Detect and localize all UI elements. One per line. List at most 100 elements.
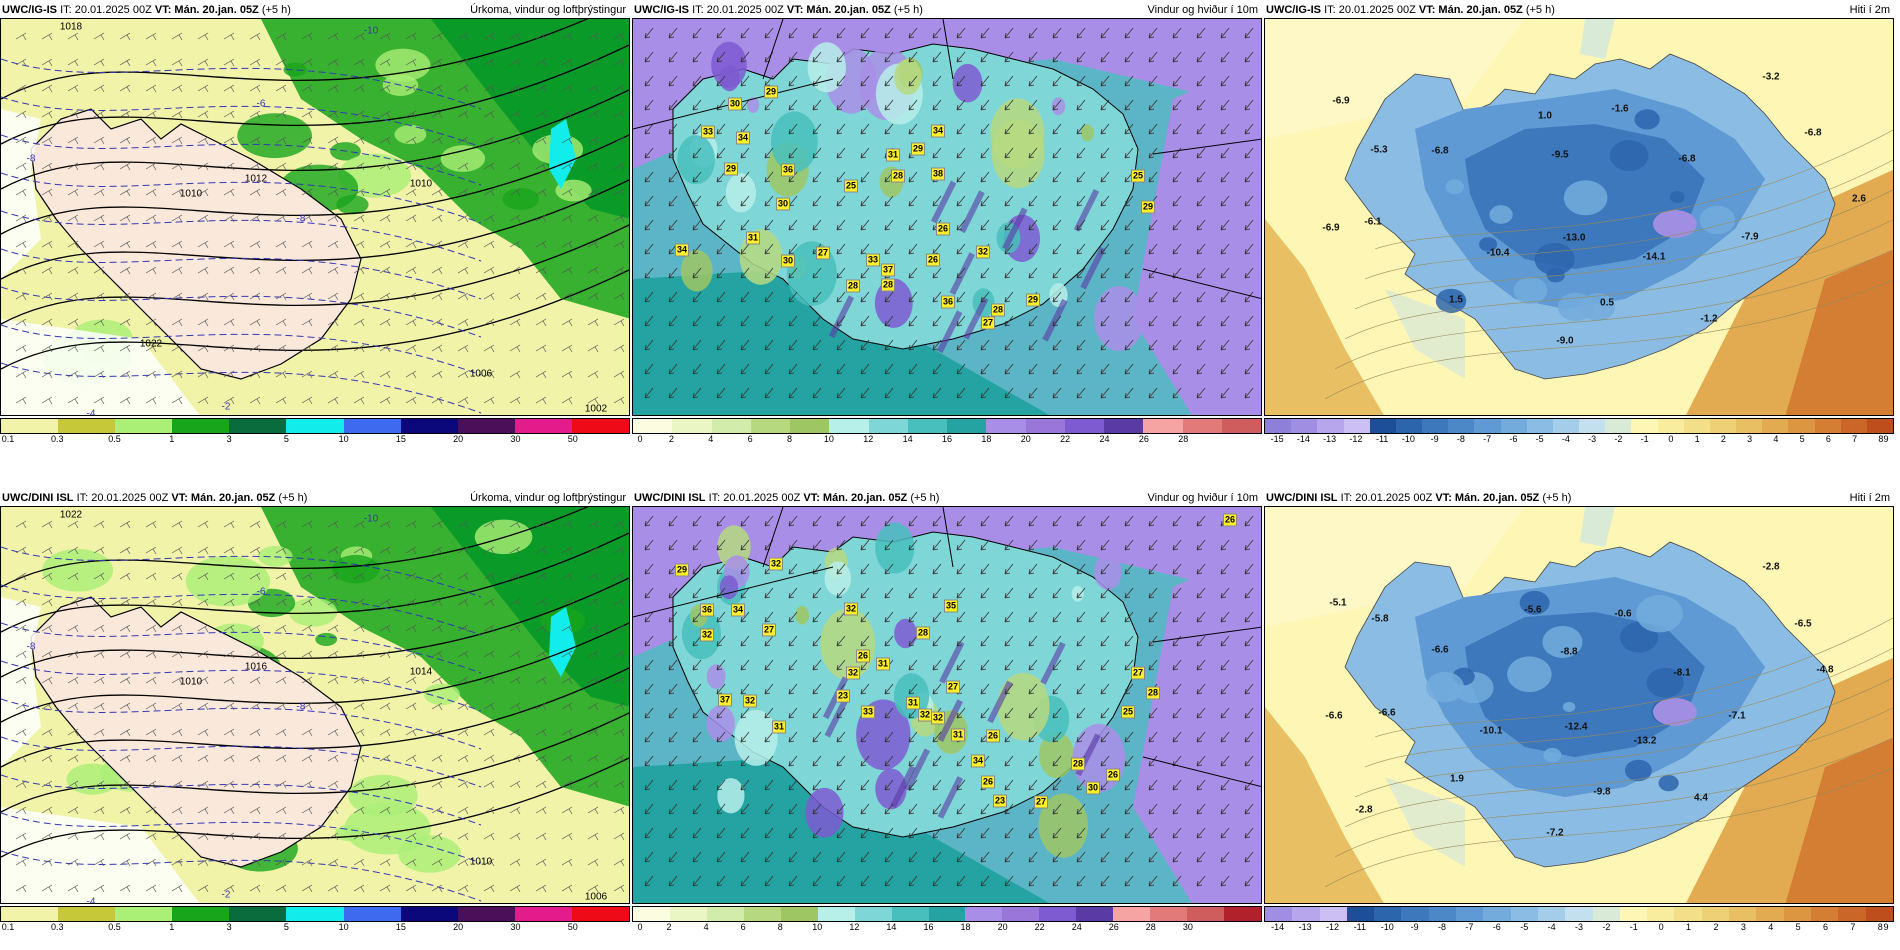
gust-label: 29: [763, 85, 779, 99]
colorbar-tick-label: 3: [1740, 922, 1746, 932]
colorbar-tick-label: 16: [941, 434, 953, 444]
init-time: IT: 20.01.2025 00Z: [708, 492, 801, 504]
colorbar-tick-label: -2: [1614, 434, 1623, 444]
colorbar-tick-label: -12: [1325, 922, 1339, 932]
colorbar-swatch: [1374, 907, 1402, 921]
temp-contour-label: -2: [221, 889, 231, 901]
gust-label: 26: [855, 649, 871, 663]
gust-label: 29: [723, 162, 739, 176]
isobar-label: 1010: [179, 676, 203, 688]
temp-contour-label: -6: [256, 98, 266, 110]
panel-uwcigis-precip: UWC/IG-IS IT: 20.01.2025 00Z VT: Mán. 20…: [0, 0, 630, 460]
colorbar-tick-label: 3: [226, 922, 232, 932]
colorbar-tick-label: 9: [1883, 434, 1889, 444]
colorbar-tick-label: 5: [283, 922, 289, 932]
colorbar-tick-label: 18: [960, 922, 971, 932]
gust-label: 32: [917, 708, 933, 722]
colorbar-swatch: [854, 907, 892, 921]
colorbar-swatch: [706, 907, 744, 921]
gust-label: 28: [845, 279, 861, 293]
colorbar-tick-label: -7: [1483, 434, 1492, 444]
temp-label: -8.1: [1673, 667, 1691, 679]
map-area[interactable]: 1022 1010 1016 1014 1006 1010 -10 -8 -8 -6 -4 -2: [0, 506, 630, 904]
model-source: UWC/DINI ISL: [1266, 492, 1338, 504]
gust-label: 33: [860, 705, 876, 719]
isobar-label: 1022: [139, 338, 163, 350]
map-area[interactable]: -2.8 -5.1 -5.6 -0.6 -6.5 -5.8 -6.6 -8.8 -4.8 -8.1…: [1264, 506, 1894, 904]
colorbar-swatch: [1187, 907, 1224, 921]
colorbar-swatch: [1756, 907, 1784, 921]
gust-label: 32: [699, 628, 715, 642]
valid-time: VT: Mán. 20.jan. 05Z: [803, 492, 908, 504]
gust-label: 31: [771, 720, 787, 734]
gust-label: 28: [880, 278, 896, 292]
colorbar-swatch: [633, 419, 673, 433]
gust-label: 26: [935, 222, 951, 236]
colorbar-tick-label: 6: [1825, 434, 1831, 444]
temp-label: -6.6: [1325, 710, 1343, 722]
colorbar-tick-label: 2: [666, 922, 672, 932]
valid-time: VT: Mán. 20.jan. 05Z: [1435, 492, 1540, 504]
colorbar-tick-label: 12: [863, 434, 874, 444]
colorbar-tick-label: -11: [1375, 434, 1389, 444]
colorbar-tick-label: 20: [997, 922, 1008, 932]
gust-label: 32: [742, 694, 758, 708]
model-source: UWC/IG-IS: [634, 4, 689, 16]
colorbar-swatch: [1783, 907, 1811, 921]
lead-time: (+5 h): [1542, 492, 1572, 504]
temp-label: -7.2: [1546, 827, 1564, 839]
temp-label: -6.8: [1431, 145, 1449, 157]
colorbar-swatch: [1343, 419, 1370, 433]
gust-label: 28: [890, 169, 906, 183]
colorbar-tick-label: 18: [981, 434, 992, 444]
colorbar-tick-label: 15: [395, 922, 406, 932]
temp-label: -10.4: [1486, 247, 1510, 259]
lead-time: (+5 h): [261, 4, 291, 16]
colorbar-tick-label: -7: [1465, 922, 1474, 932]
colorbar-swatch: [965, 907, 1003, 921]
gust-label: 23: [992, 794, 1008, 808]
gust-label: 34: [930, 124, 946, 138]
gust-label: 29: [1140, 200, 1156, 214]
map-area[interactable]: 26 29 32 36 34 32 27 32 31 35 28 26 32 27 32 31 32 26 37 32…: [632, 506, 1262, 904]
gust-label: 29: [674, 563, 690, 577]
colorbar: [0, 418, 630, 434]
temp-label: 2.6: [1852, 193, 1866, 205]
colorbar-tick-label: 14: [902, 434, 913, 444]
colorbar-tick-label: 10: [823, 434, 834, 444]
colorbar-swatch: [1143, 419, 1183, 433]
temp-label: 1.5: [1449, 294, 1463, 306]
colorbar-tick-label: -10: [1401, 434, 1415, 444]
temp-contour-label: -8: [296, 213, 306, 225]
temp-label: -0.6: [1614, 608, 1632, 620]
map-area[interactable]: 30 29 33 34 29 36 30 31 34 30 27 33 37 28 28 25 31 28 38 34…: [632, 18, 1262, 416]
gust-label: 28: [1070, 757, 1086, 771]
colorbar-tick-label: 0.1: [1, 922, 15, 932]
valid-time: VT: Mán. 20.jan. 05Z: [171, 492, 276, 504]
panel-header: UWC/DINI ISL IT: 20.01.2025 00Z VT: Mán.…: [2, 490, 628, 506]
colorbar-swatch: [1709, 419, 1737, 433]
gust-label: 30: [727, 97, 743, 111]
colorbar-ticks: 0 2 4 6 8 10 12 14 16 18 20 22 24 26 28: [632, 434, 1262, 448]
map-area[interactable]: 1018 1010 1012 1010 1002 1006 1022 -10 -8 -8 -6 -4 -…: [0, 18, 630, 416]
gust-label: 36: [699, 603, 715, 617]
panel-title: Hiti í 2m: [1849, 4, 1890, 16]
gust-label: 26: [985, 729, 1001, 743]
colorbar-swatch: [907, 419, 947, 433]
map-area[interactable]: -3.2 -6.9 1.0 -1.6 -6.8 -5.3 -6.8 -9.5 -6.8 2.6 -6…: [1264, 18, 1894, 416]
temp-contour-label: -4: [86, 408, 96, 416]
colorbar-tick-label: 4: [708, 434, 714, 444]
temp-label: -13.2: [1633, 735, 1657, 747]
colorbar-tick-label: 3: [226, 434, 232, 444]
colorbar-tick-label: 15: [395, 434, 406, 444]
valid-time: VT: Mán. 20.jan. 05Z: [154, 4, 259, 16]
isobar-label: 1010: [409, 178, 433, 190]
colorbar-swatch: [286, 419, 344, 433]
colorbar-tick-label: -13: [1298, 922, 1312, 932]
colorbar-tick-label: 0: [1658, 922, 1664, 932]
panel-header: UWC/DINI ISL IT: 20.01.2025 00Z VT: Mán.…: [634, 490, 1260, 506]
gust-label: 36: [940, 295, 956, 309]
colorbar-tick-label: 0.5: [108, 922, 121, 932]
temp-label: -6.9: [1332, 95, 1350, 107]
colorbar-tick-label: 16: [923, 922, 934, 932]
